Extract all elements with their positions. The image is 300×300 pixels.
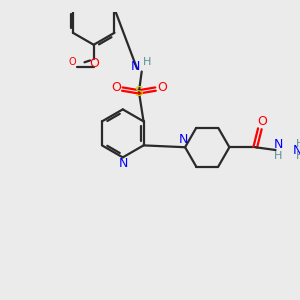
Text: O: O (69, 57, 76, 67)
Text: H: H (296, 152, 300, 161)
Text: H: H (274, 152, 283, 161)
Text: N: N (274, 138, 283, 151)
Text: O: O (111, 81, 121, 94)
Text: N: N (293, 143, 300, 157)
Text: N: N (178, 133, 188, 146)
Text: S: S (135, 85, 143, 99)
Text: N: N (130, 59, 140, 73)
Text: H: H (296, 139, 300, 148)
Text: O: O (157, 81, 167, 94)
Text: O: O (89, 57, 99, 70)
Text: O: O (258, 115, 268, 128)
Text: H: H (143, 57, 152, 67)
Text: N: N (119, 157, 128, 170)
